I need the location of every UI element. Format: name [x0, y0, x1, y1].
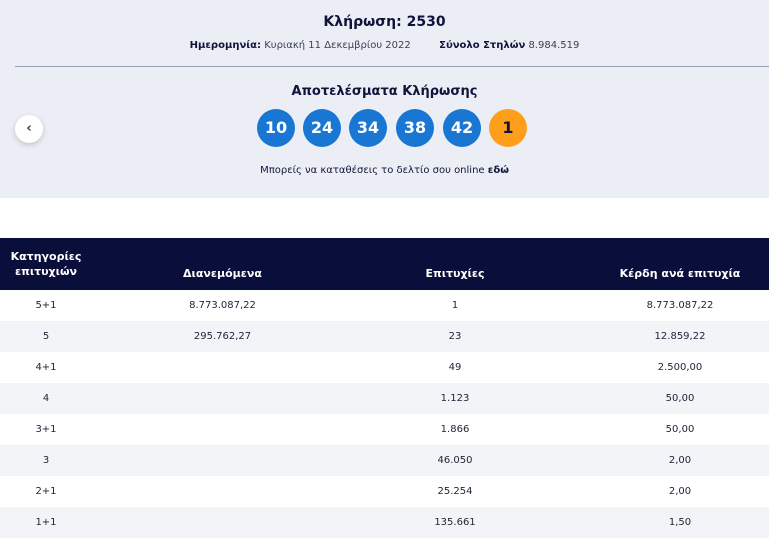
cell-category: 3+1: [35, 424, 57, 435]
cell-winners: 1.866: [440, 424, 470, 435]
deposit-text: Μπορείς να καταθέσεις το δελτίο σου onli…: [260, 165, 485, 176]
cell-prize: 12.859,22: [654, 331, 706, 342]
number-ball: 42: [443, 109, 481, 147]
cell-category: 5: [42, 331, 50, 342]
number-ball: 34: [349, 109, 387, 147]
date-value: Κυριακή 11 Δεκεμβρίου 2022: [264, 40, 411, 51]
cell-prize: 2,00: [668, 486, 692, 497]
draw-title: Κλήρωση: 2530: [323, 14, 446, 30]
date-label: Ημερομηνία:: [189, 40, 262, 51]
cell-winners: 1.123: [440, 393, 470, 404]
cell-category: 5+1: [35, 300, 57, 311]
cell-category: 3: [42, 455, 50, 466]
header-category: Κατηγορίες επιτυχιών: [10, 250, 82, 278]
table-row: 2+1 25.254 2,00: [0, 476, 769, 507]
cell-prize: 50,00: [665, 424, 695, 435]
number-ball: 24: [303, 109, 341, 147]
cell-distributed: 8.773.087,22: [189, 300, 256, 311]
columns-label: Σύνολο Στηλών: [439, 40, 526, 51]
previous-draw-button[interactable]: ‹: [15, 115, 43, 143]
table-row: 5 295.762,27 23 12.859,22: [0, 321, 769, 352]
table-row: 3+1 1.866 50,00: [0, 414, 769, 445]
draw-panel: Κλήρωση: 2530 Ημερομηνία: Κυριακή 11 Δεκ…: [0, 0, 769, 198]
results-title: Αποτελέσματα Κλήρωσης: [291, 84, 478, 99]
prize-table: Κατηγορίες επιτυχιών Διανεμόμενα Επιτυχί…: [0, 238, 769, 538]
cell-category: 4: [42, 393, 50, 404]
cell-winners: 135.661: [434, 517, 476, 528]
number-ball: 10: [257, 109, 295, 147]
cell-prize: 50,00: [665, 393, 695, 404]
columns-value: 8.984.519: [528, 40, 580, 51]
header-prize: Κέρδη ανά επιτυχία: [619, 267, 741, 280]
divider: [15, 66, 769, 67]
deposit-line: Μπορείς να καταθέσεις το δελτίο σου onli…: [0, 165, 769, 176]
cell-winners: 49: [448, 362, 462, 373]
joker-ball: 1: [489, 109, 527, 147]
cell-category: 2+1: [35, 486, 57, 497]
cell-distributed: 295.762,27: [193, 331, 252, 342]
number-ball: 38: [396, 109, 434, 147]
table-row: 1+1 135.661 1,50: [0, 507, 769, 538]
draw-meta: Ημερομηνία: Κυριακή 11 Δεκεμβρίου 2022 Σ…: [0, 40, 769, 51]
cell-prize: 8.773.087,22: [646, 300, 714, 311]
table-row: 3 46.050 2,00: [0, 445, 769, 476]
cell-winners: 23: [448, 331, 462, 342]
header-distributed: Διανεμόμενα: [183, 267, 262, 280]
cell-category: 4+1: [35, 362, 57, 373]
cell-prize: 2,00: [668, 455, 692, 466]
deposit-link[interactable]: εδώ: [487, 165, 509, 176]
table-row: 5+1 8.773.087,22 1 8.773.087,22: [0, 290, 769, 321]
cell-prize: 1,50: [668, 517, 692, 528]
cell-category: 1+1: [35, 517, 57, 528]
cell-prize: 2.500,00: [657, 362, 703, 373]
table-row: 4 1.123 50,00: [0, 383, 769, 414]
cell-winners: 46.050: [437, 455, 473, 466]
chevron-left-icon: ‹: [26, 121, 32, 136]
header-winners: Επιτυχίες: [425, 267, 485, 280]
table-row: 4+1 49 2.500,00: [0, 352, 769, 383]
cell-winners: 25.254: [437, 486, 473, 497]
table-header: Κατηγορίες επιτυχιών Διανεμόμενα Επιτυχί…: [0, 238, 769, 290]
cell-winners: 1: [451, 300, 459, 311]
